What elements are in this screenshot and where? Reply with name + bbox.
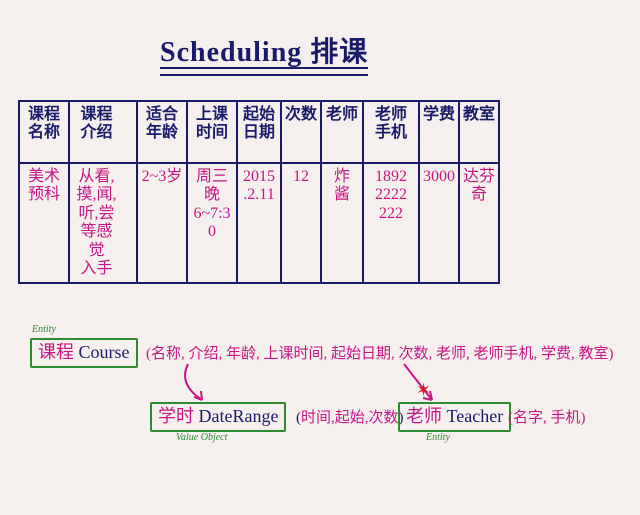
course-box: 课程 Course [30,338,138,368]
table-cell: 2~3岁 [137,163,187,283]
table-cell: 炸酱 [321,163,363,283]
col-header: 起始日期 [237,101,281,163]
col-header: 老师 [321,101,363,163]
schedule-table: 课程名称课程介绍适合年龄上课时间起始日期次数老师老师手机学费教室 美术预科从看,… [18,100,500,284]
col-header: 上课时间 [187,101,237,163]
arrow-to-daterange [170,360,230,408]
course-tag: Entity [32,324,56,335]
daterange-cn: 学时 [158,406,194,426]
daterange-box: 学时 DateRange [150,402,286,432]
col-header [123,101,137,163]
daterange-attrs: ((时间, 起始, 次数)时间,起始,次数) [296,406,404,427]
col-header: 课程介绍 [69,101,123,163]
course-cn: 课程 [38,342,74,362]
star-icon: ✶ [416,380,431,401]
col-header: 适合年龄 [137,101,187,163]
page-title: Scheduling 排课 [160,30,368,70]
table-cell [123,163,137,283]
table-cell: 周三晚6~7:30 [187,163,237,283]
col-header: 次数 [281,101,321,163]
col-header: 学费 [419,101,459,163]
daterange-en: DateRange [199,406,279,426]
col-header: 教室 [459,101,499,163]
teacher-cn: 老师 [406,406,442,426]
table-cell: 从看,摸,闻,听,尝等感觉入手 [69,163,123,283]
daterange-tag: Value Object [176,432,227,443]
table-cell: 美术预科 [19,163,69,283]
course-en: Course [79,342,130,362]
table-cell: 达芬奇 [459,163,499,283]
teacher-box: 老师 Teacher [398,402,511,432]
table-cell: 18922222222 [363,163,419,283]
teacher-en: Teacher [447,406,504,426]
col-header: 老师手机 [363,101,419,163]
table-cell: 3000 [419,163,459,283]
col-header: 课程名称 [19,101,69,163]
teacher-attrs: (名字, 手机) [508,406,586,427]
teacher-tag: Entity [426,432,450,443]
table-cell: 12 [281,163,321,283]
table-cell: 2015.2.11 [237,163,281,283]
